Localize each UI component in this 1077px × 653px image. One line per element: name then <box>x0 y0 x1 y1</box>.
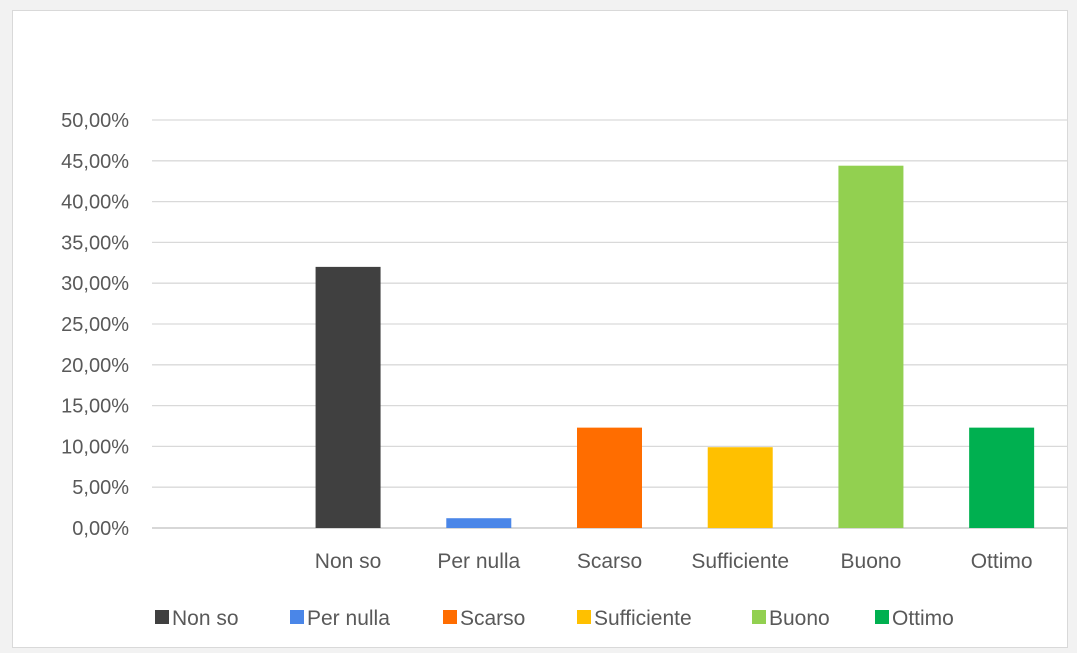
y-tick-label: 5,00% <box>72 477 129 499</box>
x-tick-label: Buono <box>841 550 902 573</box>
legend-swatch <box>290 610 304 624</box>
grid-lines <box>152 119 1067 529</box>
bar-sufficiente <box>707 447 773 528</box>
legend: Non so Per nulla Scarso Sufficiente Buono Ott… <box>155 607 954 630</box>
bar-per-nulla <box>446 518 512 528</box>
y-tick-label: 30,00% <box>61 273 129 295</box>
legend-label: Ottimo <box>892 607 954 630</box>
legend-label: Non so <box>172 607 239 630</box>
y-tick-label: 0,00% <box>72 518 129 540</box>
y-tick-label: 35,00% <box>61 232 129 254</box>
y-axis-ticks: 0,00% 5,00% 10,00% 15,00% 20,00% 25,00% 30,00%… <box>61 110 129 540</box>
x-tick-label: Ottimo <box>971 550 1033 573</box>
x-tick-label: Non so <box>315 550 382 573</box>
bar-non-so <box>315 266 381 528</box>
legend-swatch <box>443 610 457 624</box>
legend-swatch <box>155 610 169 624</box>
legend-label: Sufficiente <box>594 607 692 630</box>
y-tick-label: 45,00% <box>61 151 129 173</box>
bar-scarso <box>577 427 642 528</box>
legend-label: Scarso <box>460 607 525 630</box>
bars <box>315 165 1035 529</box>
y-tick-label: 50,00% <box>61 110 129 132</box>
y-tick-label: 40,00% <box>61 192 129 214</box>
bar-ottimo <box>969 427 1035 528</box>
x-tick-label: Per nulla <box>437 550 520 573</box>
legend-label: Buono <box>769 607 830 630</box>
x-tick-label: Scarso <box>577 550 642 573</box>
x-tick-label: Sufficiente <box>691 550 789 573</box>
legend-label: Per nulla <box>307 607 390 630</box>
y-tick-label: 15,00% <box>61 396 129 418</box>
legend-swatch <box>875 610 889 624</box>
legend-swatch <box>577 610 591 624</box>
bar-buono <box>838 165 904 529</box>
legend-swatch <box>752 610 766 624</box>
x-axis-labels: Non so Per nulla Scarso Sufficiente Buono Ott… <box>315 550 1033 573</box>
y-tick-label: 25,00% <box>61 314 129 336</box>
y-tick-label: 20,00% <box>61 355 129 377</box>
y-tick-label: 10,00% <box>61 436 129 458</box>
